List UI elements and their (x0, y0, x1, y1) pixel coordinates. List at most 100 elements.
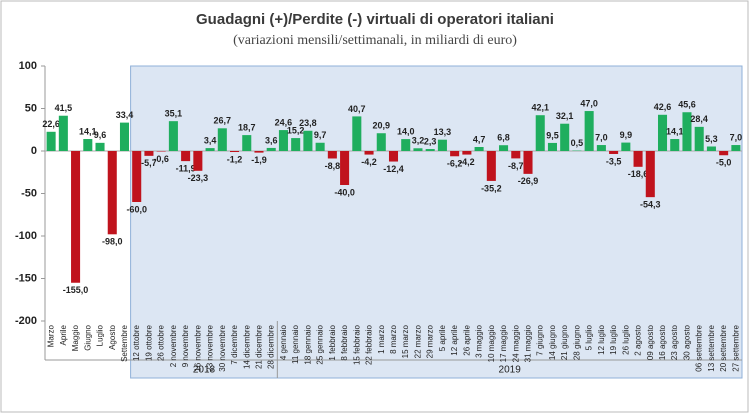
value-label: 28,4 (690, 114, 708, 124)
x-tick-label: Marzo (47, 324, 56, 347)
value-label: 9,7 (314, 130, 327, 140)
x-tick-label: 09 agosto (646, 324, 655, 360)
x-tick-label: 22 febbraio (365, 324, 374, 365)
value-label: 23,8 (299, 118, 317, 128)
bar (340, 151, 350, 185)
chart-subtitle: (variazioni mensili/settimanali, in mili… (233, 33, 517, 48)
x-tick-label: Settembre (120, 324, 129, 361)
bar (474, 147, 484, 151)
value-label: -11,9 (176, 163, 196, 173)
value-label: -1,9 (251, 155, 267, 165)
x-tick-label: 12 aprile (450, 324, 459, 355)
x-tick-label: 24 maggio (511, 324, 520, 362)
x-tick-label: 28 dicembre (267, 324, 276, 369)
bar (437, 139, 447, 151)
value-label: 26,7 (214, 116, 232, 126)
x-tick-label: Aprile (59, 324, 68, 345)
value-label: -4,2 (459, 157, 475, 167)
bar (364, 151, 374, 155)
value-label: 5,3 (705, 134, 718, 144)
bar (682, 112, 692, 151)
value-label: -6,2 (447, 159, 463, 169)
value-label: -40,0 (334, 187, 355, 197)
bar (156, 151, 166, 152)
bar (511, 151, 521, 159)
x-tick-label: Luglio (96, 324, 105, 346)
value-label: 4,7 (473, 134, 486, 144)
bar (401, 139, 411, 151)
value-label: -3,5 (606, 156, 622, 166)
x-tick-label: 10 maggio (487, 324, 496, 362)
bar (242, 135, 252, 151)
bar (107, 151, 117, 235)
bar (168, 121, 178, 151)
value-label: 42,6 (654, 102, 672, 112)
value-label: 9,6 (94, 130, 107, 140)
value-label: 0,5 (571, 138, 584, 148)
bar (499, 145, 509, 151)
value-label: 14,0 (397, 126, 415, 136)
value-label: 7,0 (595, 132, 608, 142)
year-label: 2019 (499, 365, 522, 376)
value-label: 41,5 (55, 103, 73, 113)
x-tick-label: 8 marzo (389, 324, 398, 353)
value-label: 35,1 (165, 109, 183, 119)
x-tick-label: 26 luglio (621, 324, 630, 354)
value-label: -23,3 (188, 173, 209, 183)
value-label: 45,6 (678, 100, 696, 110)
bar (376, 133, 386, 151)
y-tick-label: -50 (21, 187, 37, 199)
bar (584, 111, 594, 151)
value-label: -8,8 (325, 161, 341, 171)
bar (144, 151, 154, 156)
x-tick-label: 8 febbraio (340, 324, 349, 360)
x-tick-label: 29 marzo (426, 324, 435, 358)
bar (119, 122, 130, 151)
x-tick-label: 17 maggio (499, 324, 508, 362)
bar (547, 142, 557, 151)
bar (621, 142, 631, 151)
bar (303, 130, 313, 151)
value-label: 7,0 (730, 132, 743, 142)
x-tick-label: 4 gennaio (279, 324, 288, 360)
x-tick-label: 2 novembre (169, 324, 178, 367)
value-label: 40,7 (348, 104, 366, 114)
value-label: 3,2 (412, 136, 425, 146)
bar (462, 151, 472, 155)
value-label: -5,0 (716, 158, 732, 168)
x-tick-label: 13 settembre (707, 324, 716, 371)
bar (132, 151, 142, 202)
x-tick-label: 28 giugno (572, 324, 581, 360)
value-label: -5,7 (141, 158, 157, 168)
x-tick-label: 16 agosto (658, 324, 667, 360)
value-label: 9,5 (546, 130, 559, 140)
value-label: 9,9 (620, 130, 633, 140)
value-label: 15,2 (287, 125, 305, 135)
x-tick-label: Giugno (83, 324, 92, 350)
bar (560, 123, 570, 151)
value-label: 33,4 (116, 110, 134, 120)
value-label: 42,1 (531, 103, 549, 113)
x-tick-label: 7 giugno (536, 324, 545, 355)
x-tick-label: 23 novembre (206, 324, 215, 371)
value-label: -60,0 (126, 204, 147, 214)
x-tick-label: 21 dicembre (254, 324, 263, 369)
value-label: 3,4 (204, 135, 217, 145)
value-label: -155,0 (63, 285, 89, 295)
y-tick-label: -150 (15, 272, 37, 284)
y-tick-label: -200 (15, 315, 37, 327)
y-tick-label: 50 (25, 102, 37, 114)
x-tick-label: 7 dicembre (230, 324, 239, 364)
x-tick-label: 25 gennaio (316, 324, 325, 364)
bar (83, 139, 93, 151)
value-label: 18,7 (238, 122, 256, 132)
x-tick-label: 14 dicembre (242, 324, 251, 369)
bar (58, 115, 68, 151)
bar (217, 128, 227, 151)
bar (486, 151, 496, 181)
bar (315, 142, 325, 151)
weekly-background (130, 65, 743, 379)
x-tick-label: 2 agosto (634, 324, 643, 355)
bar (181, 151, 191, 162)
x-tick-label: 3 maggio (475, 324, 484, 357)
